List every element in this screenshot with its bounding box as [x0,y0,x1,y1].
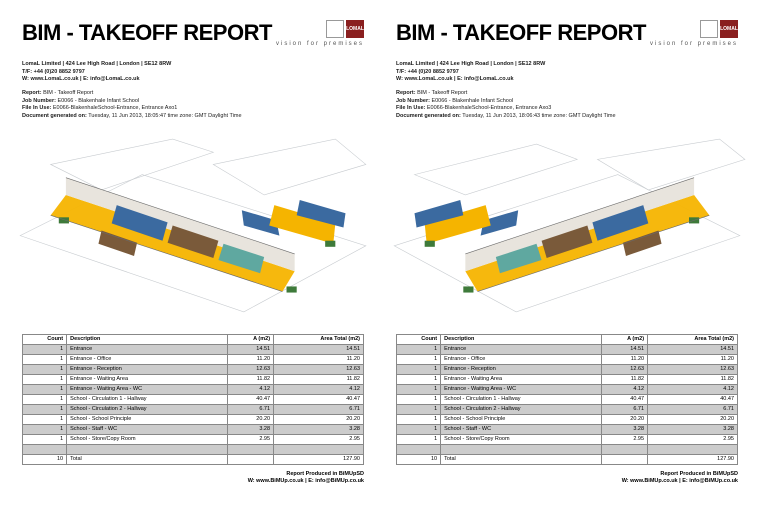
footer: Report Produced in BiMUpSD W: www.BiMUp.… [22,471,364,485]
report-page-2: BIM - TAKEOFF REPORT LOMAL vision for pr… [384,10,750,495]
col-area: A (m2) [227,334,273,344]
table-row: 1Entrance - Waiting Area - WC4.124.12 [397,384,738,394]
logo-box-left [700,20,718,38]
tagline: vision for premises [276,41,364,47]
col-total: Area Total (m2) [648,334,738,344]
logo-boxes: LOMAL [650,20,738,38]
table-row: 1School - Store/Copy Room2.952.95 [23,434,364,444]
table-row: 1Entrance - Waiting Area - WC4.124.12 [23,384,364,394]
logo-block: LOMAL vision for premises [650,20,738,47]
gen-line: Document generated on: Tuesday, 11 Jun 2… [22,113,364,121]
report-title: BIM - TAKEOFF REPORT [22,20,272,46]
company-line: LomaL Limited | 424 Lee High Road | Lond… [22,61,364,69]
table-row: 1School - Staff - WC3.283.28 [397,424,738,434]
table-row: 1School - Circulation 2 - Hallway6.716.7… [23,404,364,414]
tf-line: T/F: +44 (0)20 8852 9797 [22,69,364,77]
table-row: 1Entrance - Waiting Area11.8211.82 [23,374,364,384]
table-row: 1School - Staff - WC3.283.28 [23,424,364,434]
col-total: Area Total (m2) [274,334,364,344]
table-row: 1School - Store/Copy Room2.952.95 [397,434,738,444]
web-line: W: www.LomaL.co.uk | E: info@LomaL.co.uk [396,76,738,84]
table-blank-row [23,444,364,454]
table-row: 1School - Circulation 1 - Hallway40.4740… [23,394,364,404]
footer-links: W: www.BiMUp.co.uk | E: info@BiMUp.co.uk [396,478,738,485]
table-row: 1School - Circulation 1 - Hallway40.4740… [397,394,738,404]
footer-links: W: www.BiMUp.co.uk | E: info@BiMUp.co.uk [22,478,364,485]
company-line: LomaL Limited | 424 Lee High Road | Lond… [396,61,738,69]
web-line: W: www.LomaL.co.uk | E: info@LomaL.co.uk [22,76,364,84]
header: BIM - TAKEOFF REPORT LOMAL vision for pr… [22,20,364,47]
job-line: Job Number: E0066 - Blakenhale Infant Sc… [22,98,364,106]
report-line: Report: BIM - Takeoff Report [396,90,738,98]
col-area: A (m2) [601,334,647,344]
table-header-row: Count Description A (m2) Area Total (m2) [23,334,364,344]
table-total-row: 10 Total 127.90 [397,454,738,464]
takeoff-table: Count Description A (m2) Area Total (m2)… [396,334,738,465]
footer: Report Produced in BiMUpSD W: www.BiMUp.… [396,471,738,485]
tf-line: T/F: +44 (0)20 8852 9797 [396,69,738,77]
report-line: Report: BIM - Takeoff Report [22,90,364,98]
table-header-row: Count Description A (m2) Area Total (m2) [397,334,738,344]
logo-block: LOMAL vision for premises [276,20,364,47]
logo-box-left [326,20,344,38]
axonometric-drawing-1 [10,127,376,324]
table-row: 1Entrance - Reception12.6312.63 [397,364,738,374]
job-line: Job Number: E0066 - Blakenhale Infant Sc… [396,98,738,106]
tagline: vision for premises [650,41,738,47]
col-desc: Description [67,334,228,344]
table-row: 1School - Circulation 2 - Hallway6.716.7… [397,404,738,414]
logo-box-right: LOMAL [720,20,738,38]
axonometric-drawing-2 [384,127,750,324]
logo-boxes: LOMAL [276,20,364,38]
table-row: 1School - School Principle20.2020.20 [23,414,364,424]
meta-block: LomaL Limited | 424 Lee High Road | Lond… [22,61,364,121]
table-row: 1Entrance14.5114.51 [23,344,364,354]
table-row: 1Entrance - Waiting Area11.8211.82 [397,374,738,384]
table-body-2: 1Entrance14.5114.511Entrance - Office11.… [397,344,738,444]
table-total-row: 10 Total 127.90 [23,454,364,464]
logo-box-right: LOMAL [346,20,364,38]
table-row: 1Entrance - Reception12.6312.63 [23,364,364,374]
table-row: 1School - School Principle20.2020.20 [397,414,738,424]
table-row: 1Entrance - Office11.2011.20 [23,354,364,364]
col-count: Count [397,334,441,344]
table-row: 1Entrance14.5114.51 [397,344,738,354]
gen-line: Document generated on: Tuesday, 11 Jun 2… [396,113,738,121]
takeoff-table: Count Description A (m2) Area Total (m2)… [22,334,364,465]
footer-title: Report Produced in BiMUpSD [396,471,738,478]
table-body-1: 1Entrance14.5114.511Entrance - Office11.… [23,344,364,444]
meta-block: LomaL Limited | 424 Lee High Road | Lond… [396,61,738,121]
file-line: File In Use: E0066-BlakenhaleSchool-Entr… [396,105,738,113]
table-blank-row [397,444,738,454]
table-row: 1Entrance - Office11.2011.20 [397,354,738,364]
footer-title: Report Produced in BiMUpSD [22,471,364,478]
col-count: Count [23,334,67,344]
col-desc: Description [441,334,602,344]
report-page-1: BIM - TAKEOFF REPORT LOMAL vision for pr… [10,10,376,495]
file-line: File In Use: E0066-BlakenhaleSchool-Entr… [22,105,364,113]
header: BIM - TAKEOFF REPORT LOMAL vision for pr… [396,20,738,47]
report-title: BIM - TAKEOFF REPORT [396,20,646,46]
